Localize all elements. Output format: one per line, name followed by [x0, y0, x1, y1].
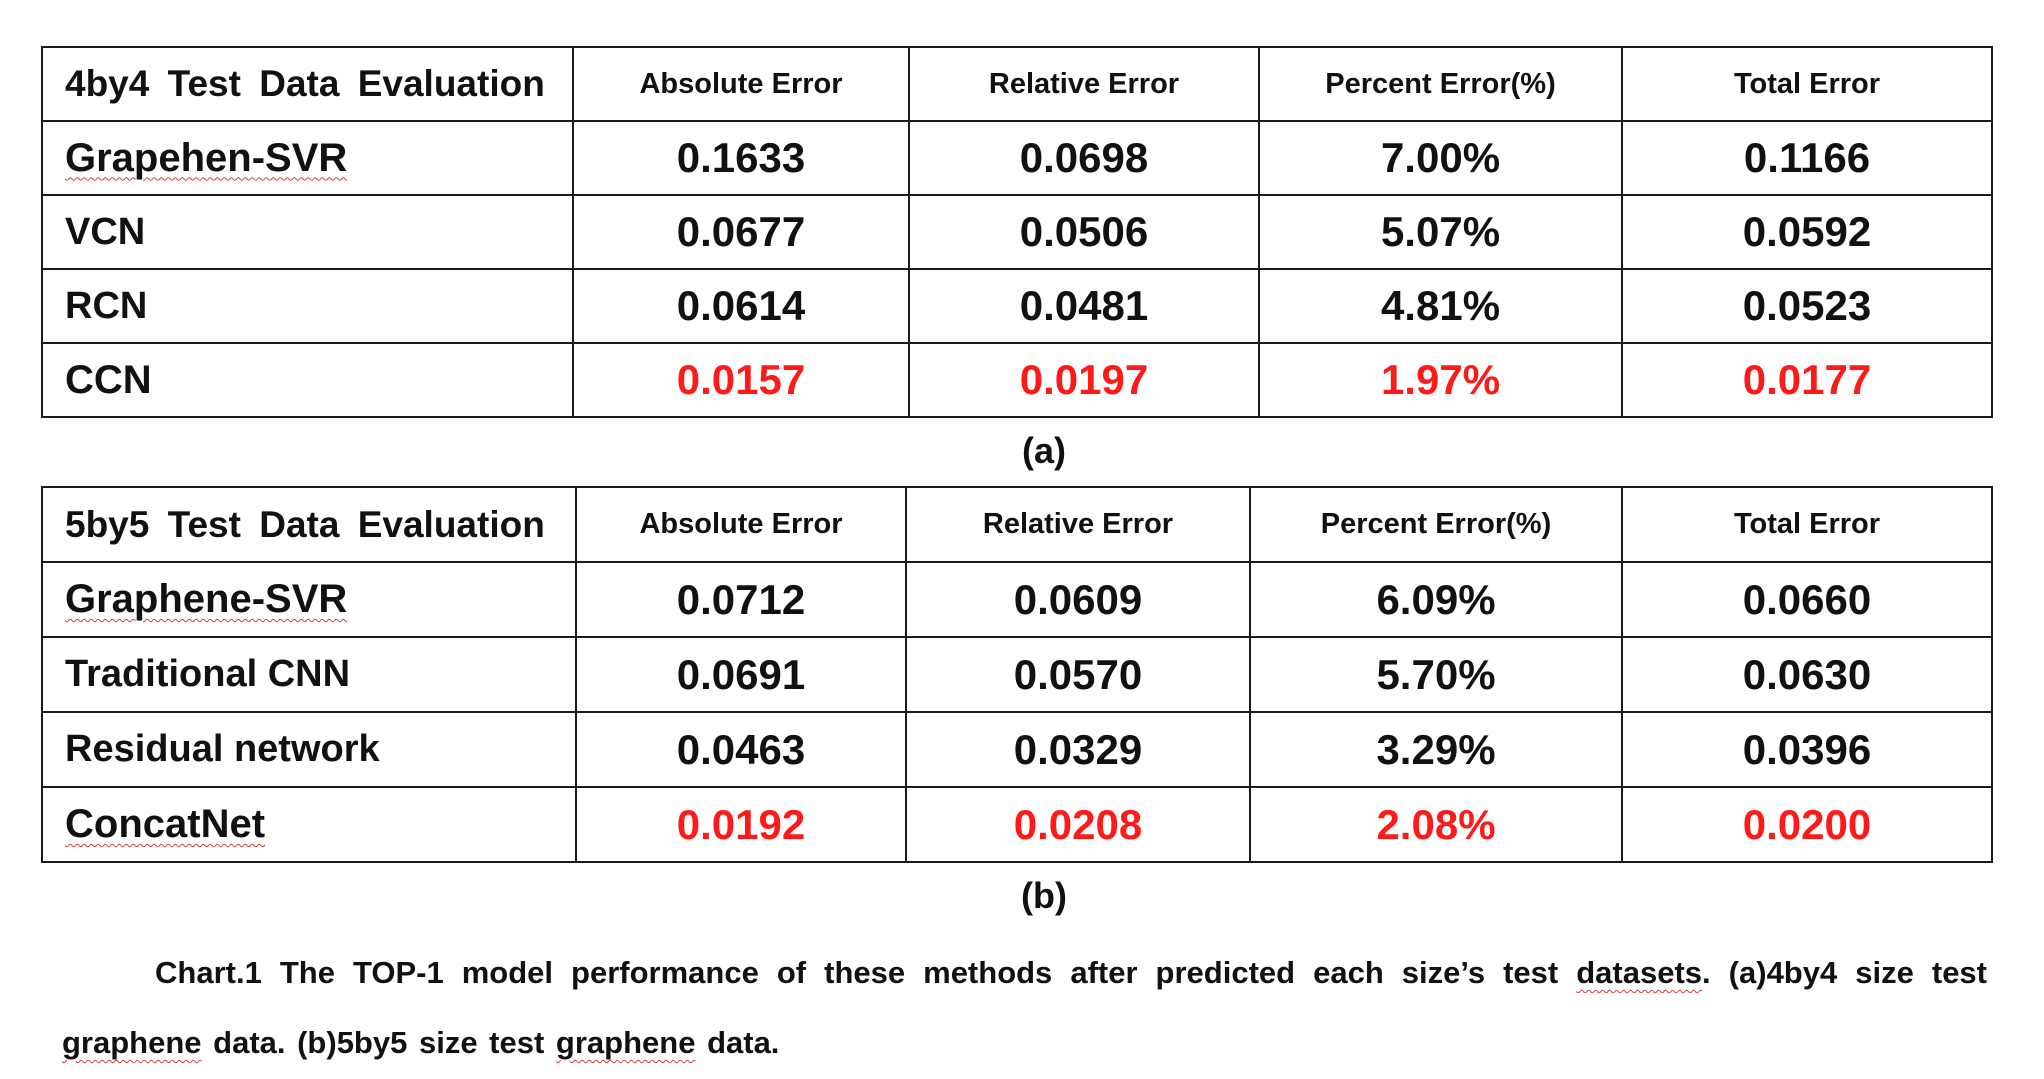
caption-text-4: data. [695, 1025, 780, 1060]
percent-error-cell: 2.08% [1249, 786, 1623, 863]
total-error-cell: 0.0523 [1621, 268, 1993, 344]
method-name: RCN [41, 268, 574, 344]
relative-error-cell: 0.0698 [908, 120, 1260, 196]
table-title: 5by5 Test Data Evaluation [41, 486, 577, 563]
method-name: Residual network [41, 711, 577, 788]
table-4by4-evaluation: 4by4 Test Data Evaluation Absolute Error… [41, 46, 1993, 418]
column-header-percent-error: Percent Error(%) [1258, 46, 1623, 122]
chart-caption: Chart.1 The TOP-1 model performance of t… [62, 938, 1987, 1078]
caption-word-graphene: graphene [555, 1025, 696, 1060]
percent-error-cell: 5.70% [1249, 636, 1623, 713]
absolute-error-cell: 0.0691 [575, 636, 907, 713]
total-error-cell: 0.0660 [1621, 561, 1993, 638]
total-error-cell: 0.0630 [1621, 636, 1993, 713]
percent-error-cell: 3.29% [1249, 711, 1623, 788]
method-name: Traditional CNN [41, 636, 577, 713]
table-row: Residual network 0.0463 0.0329 3.29% 0.0… [41, 711, 1993, 788]
table-row-best: CCN 0.0157 0.0197 1.97% 0.0177 [41, 342, 1993, 418]
percent-error-cell: 4.81% [1258, 268, 1623, 344]
column-header-absolute-error: Absolute Error [575, 486, 907, 563]
table-row-best: ConcatNet 0.0192 0.0208 2.08% 0.0200 [41, 786, 1993, 863]
percent-error-cell: 6.09% [1249, 561, 1623, 638]
relative-error-cell: 0.0329 [905, 711, 1251, 788]
column-header-relative-error: Relative Error [905, 486, 1251, 563]
relative-error-cell: 0.0481 [908, 268, 1260, 344]
absolute-error-cell: 0.0677 [572, 194, 910, 270]
relative-error-cell: 0.0208 [905, 786, 1251, 863]
table-title: 4by4 Test Data Evaluation [41, 46, 574, 122]
percent-error-cell: 7.00% [1258, 120, 1623, 196]
column-header-percent-error: Percent Error(%) [1249, 486, 1623, 563]
caption-word-datasets: datasets [1576, 955, 1703, 990]
percent-error-cell: 1.97% [1258, 342, 1623, 418]
relative-error-cell: 0.0506 [908, 194, 1260, 270]
table-header-row: 4by4 Test Data Evaluation Absolute Error… [41, 46, 1993, 122]
table-row: Traditional CNN 0.0691 0.0570 5.70% 0.06… [41, 636, 1993, 713]
total-error-cell: 0.0592 [1621, 194, 1993, 270]
absolute-error-cell: 0.0157 [572, 342, 910, 418]
method-name: CCN [41, 342, 574, 418]
absolute-error-cell: 0.0463 [575, 711, 907, 788]
total-error-cell: 0.0396 [1621, 711, 1993, 788]
absolute-error-cell: 0.0192 [575, 786, 907, 863]
method-name: VCN [41, 194, 574, 270]
table-b-label: (b) [1021, 875, 1067, 916]
method-name: Graphene-SVR [65, 577, 348, 621]
table-a-label: (a) [1022, 430, 1066, 471]
relative-error-cell: 0.0570 [905, 636, 1251, 713]
absolute-error-cell: 0.0712 [575, 561, 907, 638]
table-row: RCN 0.0614 0.0481 4.81% 0.0523 [41, 268, 1993, 344]
table-row: Graphene-SVR 0.0712 0.0609 6.09% 0.0660 [41, 561, 1993, 638]
column-header-total-error: Total Error [1621, 486, 1993, 563]
caption-text-2: . (a)4by4 size test [1702, 955, 1987, 990]
absolute-error-cell: 0.1633 [572, 120, 910, 196]
table-row: Grapehen-SVR 0.1633 0.0698 7.00% 0.1166 [41, 120, 1993, 196]
total-error-cell: 0.0177 [1621, 342, 1993, 418]
caption-text-3: data. (b)5by5 size test [201, 1025, 556, 1060]
table-5by5-evaluation: 5by5 Test Data Evaluation Absolute Error… [41, 486, 1993, 863]
absolute-error-cell: 0.0614 [572, 268, 910, 344]
column-header-total-error: Total Error [1621, 46, 1993, 122]
method-name: Grapehen-SVR [65, 135, 348, 180]
column-header-absolute-error: Absolute Error [572, 46, 910, 122]
table-row: VCN 0.0677 0.0506 5.07% 0.0592 [41, 194, 1993, 270]
total-error-cell: 0.1166 [1621, 120, 1993, 196]
table-header-row: 5by5 Test Data Evaluation Absolute Error… [41, 486, 1993, 563]
percent-error-cell: 5.07% [1258, 194, 1623, 270]
caption-text-1: Chart.1 The TOP-1 model performance of t… [155, 955, 1577, 990]
total-error-cell: 0.0200 [1621, 786, 1993, 863]
method-name: ConcatNet [65, 802, 266, 846]
column-header-relative-error: Relative Error [908, 46, 1260, 122]
caption-word-graphene: graphene [62, 1025, 202, 1060]
relative-error-cell: 0.0197 [908, 342, 1260, 418]
relative-error-cell: 0.0609 [905, 561, 1251, 638]
